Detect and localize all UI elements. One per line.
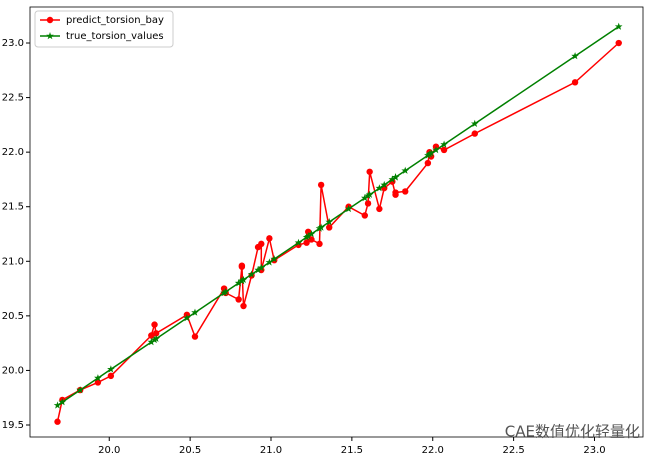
circle-marker <box>191 333 199 340</box>
star-marker <box>388 175 397 183</box>
circle-marker <box>376 205 383 213</box>
star-marker <box>307 230 316 238</box>
x-tick-label: 23.0 <box>583 445 605 456</box>
circle-marker <box>366 168 373 175</box>
legend-label: true_torsion_values <box>66 31 164 42</box>
circle-marker <box>424 159 432 167</box>
star-marker <box>315 224 324 232</box>
star-marker <box>294 238 303 246</box>
y-tick-label: 20.5 <box>2 311 24 322</box>
star-marker <box>317 223 325 231</box>
x-tick-label: 20.0 <box>98 445 120 456</box>
circle-marker <box>240 302 247 310</box>
circle-marker <box>571 79 579 86</box>
star-marker <box>254 266 262 274</box>
star-marker <box>391 173 400 181</box>
legend-marker <box>46 16 54 24</box>
star-marker <box>265 258 274 266</box>
star-marker <box>440 140 448 148</box>
star-marker <box>238 276 246 285</box>
circle-marker <box>258 240 265 248</box>
circle-marker <box>316 240 323 248</box>
y-tick-label: 20.0 <box>2 365 24 376</box>
star-marker <box>147 338 156 346</box>
circle-marker <box>303 239 310 246</box>
star-marker <box>58 398 67 406</box>
star-marker <box>401 166 409 174</box>
star-marker <box>150 335 159 344</box>
star-marker <box>94 374 102 382</box>
star-marker <box>364 191 372 199</box>
star-marker <box>375 184 384 192</box>
star-marker <box>471 119 479 127</box>
y-tick-label: 23.0 <box>2 38 24 49</box>
x-tick-label: 20.5 <box>179 445 201 456</box>
circle-marker <box>266 235 273 242</box>
legend-marker <box>46 32 54 40</box>
star-marker <box>424 151 432 159</box>
star-marker <box>183 314 191 322</box>
x-tick-label: 21.0 <box>260 445 282 456</box>
circle-marker <box>94 379 102 386</box>
series-line <box>57 25 620 407</box>
circle-marker <box>440 146 448 154</box>
circle-marker <box>364 200 372 207</box>
star-marker <box>234 279 243 287</box>
circle-marker <box>54 418 61 425</box>
circle-marker <box>107 372 115 380</box>
star-marker <box>571 52 579 60</box>
watermark: CAE数值优化轻量化 <box>505 423 640 441</box>
x-tick-label: 21.5 <box>341 445 363 456</box>
star-marker <box>221 287 230 296</box>
star-marker <box>152 334 160 342</box>
circle-marker <box>392 189 399 196</box>
y-tick-label: 21.0 <box>2 256 24 267</box>
circle-marker <box>148 332 155 339</box>
star-marker <box>53 401 62 409</box>
circle-marker <box>615 39 622 47</box>
star-marker <box>380 180 388 189</box>
star-marker <box>365 190 374 198</box>
star-marker <box>270 255 278 263</box>
circle-marker <box>238 262 246 269</box>
y-tick-label: 22.5 <box>2 93 24 104</box>
star-marker <box>304 232 312 240</box>
star-marker <box>325 218 333 226</box>
star-marker <box>302 233 311 241</box>
plot-frame <box>29 6 644 438</box>
circle-marker <box>471 130 478 137</box>
star-marker <box>361 194 369 202</box>
star-marker <box>191 308 199 316</box>
circle-marker <box>151 321 158 328</box>
series-line <box>56 42 620 422</box>
circle-marker <box>326 224 333 231</box>
circle-marker <box>152 330 160 337</box>
star-marker <box>614 22 623 30</box>
star-marker <box>220 288 228 297</box>
x-tick-label: 22.5 <box>502 445 524 456</box>
circle-marker <box>235 296 242 303</box>
star-marker <box>257 263 266 272</box>
circle-marker <box>402 188 409 195</box>
y-tick-label: 22.0 <box>2 147 24 158</box>
star-marker <box>107 365 115 373</box>
legend-label: predict_torsion_bay <box>66 15 164 26</box>
star-marker <box>425 150 434 158</box>
star-marker <box>247 270 256 278</box>
y-tick-label: 19.5 <box>2 420 24 431</box>
circle-marker <box>361 212 369 219</box>
circle-marker <box>317 181 325 189</box>
star-marker <box>239 275 248 284</box>
legend-box <box>34 10 174 48</box>
star-marker <box>427 149 435 157</box>
star-marker <box>344 204 353 213</box>
x-tick-label: 22.0 <box>422 445 444 456</box>
y-tick-label: 21.5 <box>2 202 24 213</box>
star-marker <box>432 146 440 154</box>
star-marker <box>76 386 84 394</box>
